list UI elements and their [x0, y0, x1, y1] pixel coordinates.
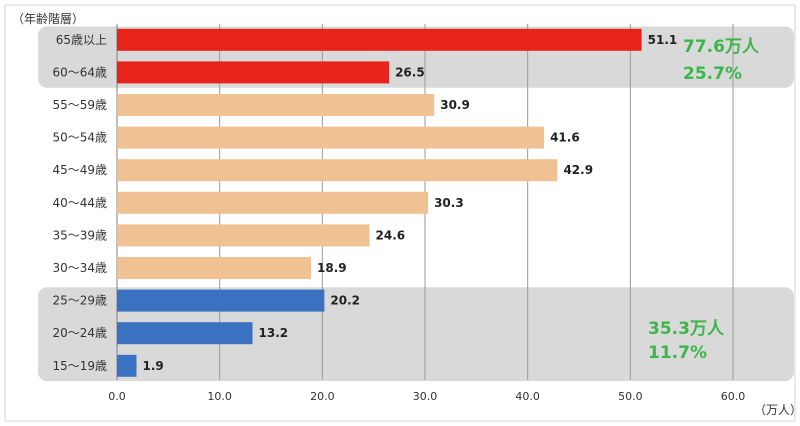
bar — [117, 159, 558, 182]
bar — [117, 354, 137, 377]
category-label: 60～64歳 — [52, 65, 107, 79]
category-label: 40～44歳 — [52, 196, 107, 210]
value-label: 30.3 — [434, 196, 464, 210]
bar — [117, 191, 429, 214]
value-label: 30.9 — [440, 98, 470, 112]
x-tick-label: 40.0 — [515, 390, 540, 403]
group-share-senior: 25.7% — [683, 64, 742, 84]
bar — [117, 61, 390, 84]
value-label: 1.9 — [143, 359, 164, 373]
group-annotations: 77.6万人 25.7% 35.3万人 11.7% — [648, 37, 760, 363]
value-label: 41.6 — [550, 131, 580, 145]
group-total-senior: 77.6万人 — [683, 37, 760, 57]
y-axis-title: （年齢階層） — [12, 11, 84, 26]
value-label: 51.1 — [648, 33, 678, 47]
bar — [117, 126, 545, 149]
x-tick-label: 0.0 — [108, 390, 126, 403]
value-label: 24.6 — [376, 228, 406, 242]
bars — [117, 28, 642, 377]
x-tick-label: 50.0 — [618, 390, 643, 403]
bar — [117, 257, 312, 279]
x-tick-labels: 0.0 10.0 20.0 30.0 40.0 50.0 60.0 — [108, 390, 745, 403]
value-label: 42.9 — [563, 163, 593, 177]
bar — [117, 289, 325, 312]
category-label: 30～34歳 — [52, 261, 107, 275]
category-label: 65歳以上 — [56, 33, 107, 47]
category-label: 20～24歳 — [52, 326, 107, 340]
value-labels: 51.1 26.5 30.9 41.6 42.9 30.3 24.6 18.9 20.2 13.2… — [143, 33, 678, 373]
category-label: 25～29歳 — [52, 294, 107, 308]
category-label: 55～59歳 — [52, 98, 107, 112]
group-total-youth: 35.3万人 — [648, 319, 725, 339]
group-share-youth: 11.7% — [648, 343, 707, 363]
x-unit-label: （万人） — [754, 403, 800, 417]
value-label: 20.2 — [330, 294, 360, 308]
category-label: 35～39歳 — [52, 228, 107, 242]
category-label: 50～54歳 — [52, 131, 107, 145]
category-label: 45～49歳 — [52, 163, 107, 177]
bar — [117, 28, 642, 51]
bar — [117, 322, 253, 345]
bar — [117, 94, 435, 116]
category-label: 15～19歳 — [52, 359, 107, 373]
x-tick-label: 20.0 — [310, 390, 335, 403]
value-label: 18.9 — [317, 261, 347, 275]
x-tick-label: 30.0 — [413, 390, 438, 403]
category-labels: 65歳以上 60～64歳 55～59歳 50～54歳 45～49歳 40～44歳 35～39… — [52, 33, 107, 373]
value-label: 26.5 — [395, 65, 425, 79]
bar — [117, 224, 370, 247]
value-label: 13.2 — [259, 326, 289, 340]
x-tick-label: 10.0 — [207, 390, 232, 403]
x-tick-label: 60.0 — [721, 390, 746, 403]
